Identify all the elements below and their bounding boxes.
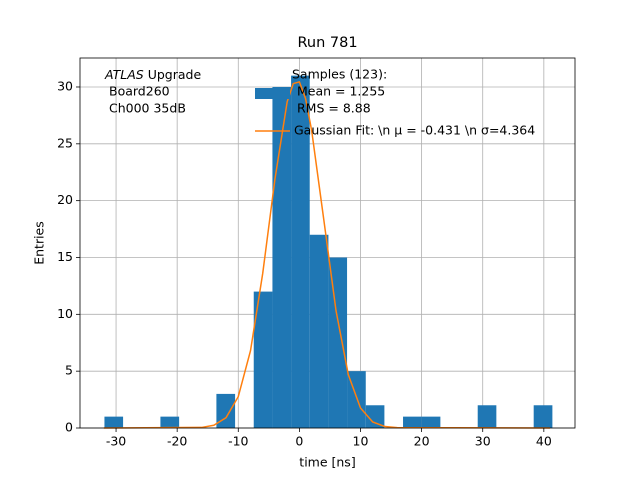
annotation-text: Board260	[109, 84, 170, 99]
bar	[216, 393, 236, 428]
legend-patch	[255, 88, 290, 99]
x-axis-label: time [ns]	[299, 455, 355, 470]
bar	[533, 405, 553, 428]
y-tick-label: 15	[57, 249, 73, 264]
y-tick-label: 25	[57, 135, 73, 150]
y-tick-label: 20	[57, 192, 73, 207]
x-tick-label: 10	[353, 434, 369, 449]
annotation: ATLAS Upgrade	[104, 67, 201, 82]
y-tick-label: 0	[65, 420, 73, 435]
chart-title: Run 781	[297, 35, 357, 51]
bar	[309, 234, 329, 428]
bar	[272, 86, 292, 428]
legend-label: Gaussian Fit: \n μ = -0.431 \n σ=4.364	[294, 123, 535, 138]
legend-label: Samples (123):	[292, 67, 387, 82]
bar	[253, 291, 273, 428]
x-tick-label: 30	[475, 434, 491, 449]
x-tick-label: 20	[414, 434, 430, 449]
fit-line	[103, 80, 550, 429]
legend-label: RMS = 8.88	[297, 101, 371, 116]
annotation-emphasis: ATLAS	[104, 67, 144, 82]
bar	[160, 416, 180, 428]
bar	[328, 257, 348, 428]
bar	[403, 416, 422, 428]
legend-label: Mean = 1.255	[297, 84, 385, 99]
bar	[104, 416, 124, 428]
bar	[365, 405, 385, 428]
axes-frame	[79, 57, 576, 429]
x-tick-label: -20	[167, 434, 187, 449]
x-tick-label: 40	[536, 434, 552, 449]
x-tick-label: 0	[295, 434, 303, 449]
y-tick-label: 30	[57, 78, 73, 93]
annotation-text: Upgrade	[144, 67, 202, 82]
bar	[477, 405, 497, 428]
y-axis-label: Entries	[32, 221, 47, 265]
bar	[421, 416, 441, 428]
y-tick-label: 5	[65, 363, 73, 378]
x-tick-label: -30	[106, 434, 126, 449]
x-tick-label: -10	[228, 434, 248, 449]
annotation-text: Ch000 35dB	[109, 101, 186, 116]
y-tick-label: 10	[57, 306, 73, 321]
bar	[291, 75, 310, 428]
